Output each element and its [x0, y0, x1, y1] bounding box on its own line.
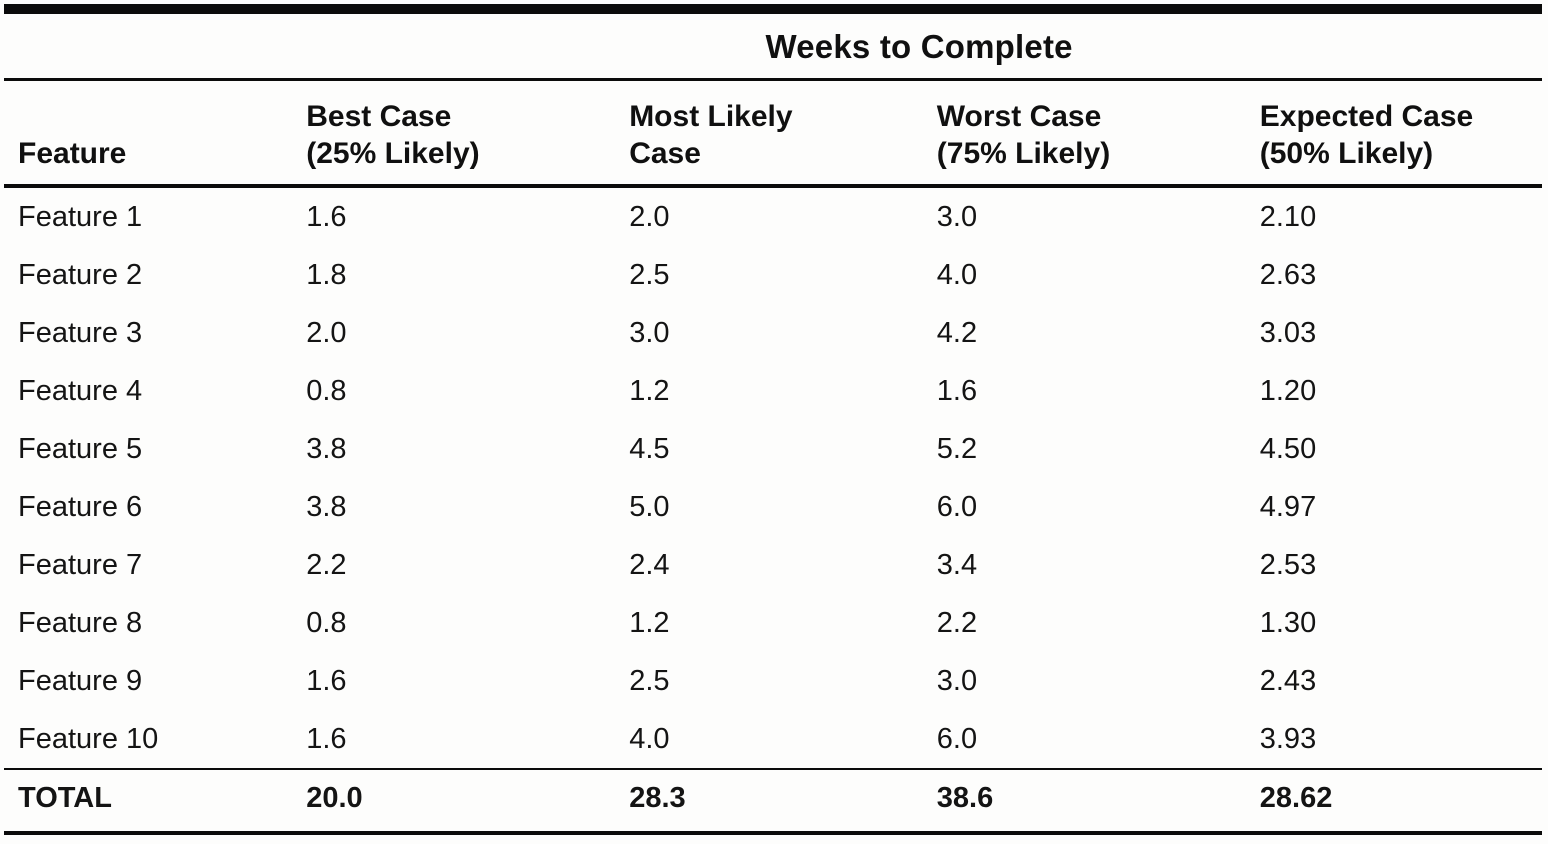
table-row: Feature 7 2.2 2.4 3.4 2.53	[4, 536, 1542, 594]
value-cell: 4.0	[629, 723, 670, 756]
value-cell: 1.2	[629, 607, 670, 640]
value-cell: 3.0	[936, 665, 978, 698]
value-cell: 2.53	[1259, 549, 1317, 582]
table-row: Feature 6 3.8 5.0 6.0 4.97	[4, 478, 1542, 536]
title-spacer	[4, 9, 297, 81]
table-row: Feature 3 2.0 3.0 4.2 3.03	[4, 304, 1542, 362]
feature-cell: Feature 6	[18, 491, 143, 524]
feature-cell: Feature 1	[18, 201, 143, 234]
column-header-best-case: Best Case (25% Likely)	[296, 79, 620, 189]
table-row: Feature 8 0.8 1.2 2.2 1.30	[4, 594, 1542, 652]
column-header-most-likely: Most Likely Case	[619, 79, 927, 189]
value-cell: 4.50	[1259, 433, 1317, 466]
table-title-row: Weeks to Complete	[4, 9, 1542, 81]
column-header-feature: Feature	[4, 79, 297, 189]
value-cell: 3.0	[936, 201, 978, 234]
value-cell: 2.2	[936, 607, 978, 640]
value-cell: 2.0	[629, 201, 670, 234]
value-cell: 5.2	[936, 433, 978, 466]
value-cell: 1.8	[306, 259, 347, 292]
value-cell: 38.6	[926, 768, 1250, 834]
value-cell: 2.0	[306, 317, 347, 350]
value-cell: 3.93	[1259, 723, 1317, 756]
table-row: Feature 1 1.6 2.0 3.0 2.10	[4, 186, 1542, 246]
value-cell: 20.0	[296, 768, 620, 834]
feature-cell: TOTAL	[4, 768, 297, 834]
feature-cell: Feature 2	[18, 259, 143, 292]
feature-cell: Feature 10	[18, 723, 159, 756]
value-cell: 1.6	[306, 201, 347, 234]
feature-cell: Feature 3	[18, 317, 143, 350]
value-cell: 5.0	[629, 491, 670, 524]
feature-cell: Feature 5	[18, 433, 143, 466]
table-row: Feature 10 1.6 4.0 6.0 3.93	[4, 710, 1542, 769]
value-cell: 1.6	[936, 375, 978, 408]
value-cell: 1.6	[306, 665, 347, 698]
value-cell: 28.62	[1249, 768, 1542, 834]
value-cell: 4.97	[1259, 491, 1317, 524]
value-cell: 3.0	[629, 317, 670, 350]
value-cell: 2.10	[1259, 201, 1317, 234]
estimate-table: Weeks to Complete Feature Best Case (25%…	[4, 4, 1542, 836]
value-cell: 2.5	[629, 665, 670, 698]
value-cell: 2.63	[1259, 259, 1317, 292]
feature-cell: Feature 8	[18, 607, 143, 640]
feature-cell: Feature 7	[18, 549, 143, 582]
value-cell: 2.5	[629, 259, 670, 292]
value-cell: 0.8	[306, 607, 347, 640]
value-cell: 4.5	[629, 433, 670, 466]
feature-cell: Feature 4	[18, 375, 143, 408]
value-cell: 6.0	[936, 491, 978, 524]
value-cell: 1.20	[1259, 375, 1317, 408]
table-header-row: Feature Best Case (25% Likely) Most Like…	[4, 79, 1542, 189]
value-cell: 1.6	[306, 723, 347, 756]
value-cell: 3.8	[306, 433, 347, 466]
value-cell: 3.4	[936, 549, 978, 582]
value-cell: 1.2	[629, 375, 670, 408]
value-cell: 1.30	[1259, 607, 1317, 640]
value-cell: 2.4	[629, 549, 670, 582]
value-cell: 3.8	[306, 491, 347, 524]
table-body: Feature 1 1.6 2.0 3.0 2.10 Feature 2 1.8 2.5 4.0…	[4, 186, 1542, 834]
value-cell: 4.0	[936, 259, 978, 292]
value-cell: 6.0	[936, 723, 978, 756]
feature-cell: Feature 9	[18, 665, 143, 698]
value-cell: 0.8	[306, 375, 347, 408]
table-row: Feature 5 3.8 4.5 5.2 4.50	[4, 420, 1542, 478]
value-cell: 4.2	[936, 317, 978, 350]
column-header-expected-case: Expected Case (50% Likely)	[1249, 79, 1542, 189]
table-row: Feature 4 0.8 1.2 1.6 1.20	[4, 362, 1542, 420]
value-cell: 2.2	[306, 549, 347, 582]
table-row: Feature 9 1.6 2.5 3.0 2.43	[4, 652, 1542, 710]
table-title: Weeks to Complete	[296, 9, 1542, 81]
column-header-worst-case: Worst Case (75% Likely)	[926, 79, 1250, 189]
value-cell: 2.43	[1259, 665, 1317, 698]
value-cell: 28.3	[619, 768, 927, 834]
table-row: TOTAL 20.0 28.3 38.6 28.62	[4, 768, 1542, 834]
value-cell: 3.03	[1259, 317, 1317, 350]
table-row: Feature 2 1.8 2.5 4.0 2.63	[4, 246, 1542, 304]
